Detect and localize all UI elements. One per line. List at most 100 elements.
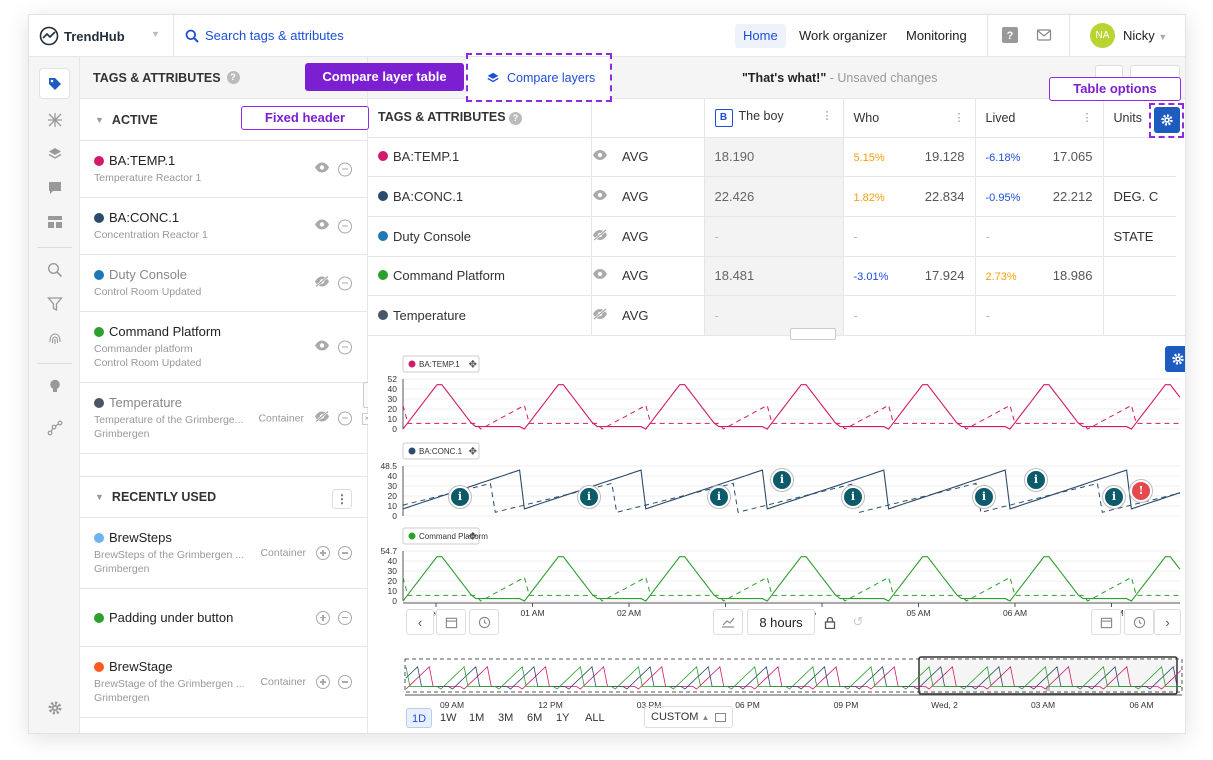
range-1y[interactable]: 1Y	[551, 708, 574, 728]
range-all[interactable]: ALL	[580, 708, 610, 728]
eye-off-icon[interactable]	[314, 411, 330, 426]
nav-work-organizer[interactable]: Work organizer	[791, 24, 895, 48]
row-aggregation[interactable]: AVG	[612, 216, 704, 256]
eye-off-icon[interactable]	[591, 296, 612, 336]
event-marker-icon[interactable]: i	[1103, 486, 1125, 508]
column-menu-icon[interactable]: ⋮	[1082, 111, 1093, 124]
rail-fingerprint[interactable]	[40, 323, 69, 352]
next-period-button[interactable]: ›	[1154, 609, 1181, 635]
remove-icon[interactable]	[338, 340, 352, 354]
custom-range-button[interactable]: CUSTOM ▲	[644, 706, 733, 728]
tag-item[interactable]: BrewSteps BrewSteps of the Grimbergen ...…	[80, 518, 367, 589]
event-marker-icon[interactable]: i	[771, 469, 793, 491]
eye-icon[interactable]	[314, 340, 330, 355]
tag-item[interactable]: Duty Console Control Room Updated	[80, 255, 367, 312]
eye-icon[interactable]	[591, 137, 612, 177]
more-options-button[interactable]: ⋮	[332, 489, 352, 509]
reset-icon[interactable]: ↺	[844, 609, 872, 635]
tag-item[interactable]: BA:CONC.1 Concentration Reactor 1	[80, 198, 367, 255]
help-icon[interactable]: ?	[509, 112, 522, 125]
prev-period-button[interactable]: ‹	[406, 609, 434, 635]
chart-options-button[interactable]	[1165, 346, 1186, 372]
eye-icon[interactable]	[591, 256, 612, 296]
rail-tags[interactable]	[40, 69, 69, 98]
lock-icon[interactable]	[816, 609, 844, 635]
duration-selector[interactable]: 8 hours	[747, 609, 815, 635]
remove-icon[interactable]	[338, 546, 352, 560]
row-aggregation[interactable]: AVG	[612, 137, 704, 177]
row-aggregation[interactable]: AVG	[612, 177, 704, 217]
remove-icon[interactable]	[338, 162, 352, 176]
remove-icon[interactable]	[338, 675, 352, 689]
rail-settings[interactable]	[40, 693, 69, 722]
alert-marker-icon[interactable]: !	[1130, 480, 1152, 502]
range-1m[interactable]: 1M	[464, 708, 489, 728]
remove-icon[interactable]	[338, 611, 352, 625]
row-aggregation[interactable]: AVG	[612, 256, 704, 296]
event-marker-icon[interactable]: i	[842, 486, 864, 508]
end-calendar-button[interactable]	[1091, 609, 1121, 635]
remove-icon[interactable]	[338, 276, 352, 290]
eye-icon[interactable]	[314, 219, 330, 234]
header-col-b[interactable]: B The boy ⋮	[704, 99, 843, 137]
logo[interactable]: TrendHub	[39, 26, 125, 46]
range-3m[interactable]: 3M	[493, 708, 518, 728]
eye-icon[interactable]	[591, 177, 612, 217]
table-row[interactable]: Command Platform AVG 18.481 -3.01% 17.924 2.7…	[368, 256, 1176, 296]
rail-filter[interactable]	[40, 289, 69, 318]
rail-connections[interactable]	[40, 105, 69, 134]
column-menu-icon[interactable]: ⋮	[954, 111, 965, 124]
table-row[interactable]: Temperature AVG - - -	[368, 296, 1176, 336]
event-marker-icon[interactable]: i	[973, 486, 995, 508]
table-options-button[interactable]	[1154, 107, 1180, 133]
range-1w[interactable]: 1W	[435, 708, 462, 728]
tag-item[interactable]: Padding under button	[80, 589, 367, 647]
end-clock-button[interactable]	[1124, 609, 1154, 635]
recent-section-header[interactable]: ▼ RECENTLY USED ⋮	[80, 476, 367, 518]
tag-item[interactable]: Temperature Temperature of the Grimberge.…	[80, 383, 367, 454]
eye-icon[interactable]	[314, 162, 330, 177]
header-col-lived[interactable]: Lived ⋮	[975, 99, 1103, 137]
range-6m[interactable]: 6M	[522, 708, 547, 728]
chevron-down-icon[interactable]: ▼	[151, 29, 160, 39]
table-row[interactable]: BA:TEMP.1 AVG 18.190 5.15% 19.128 -6.18% 17.06…	[368, 137, 1176, 177]
clock-button[interactable]	[469, 609, 499, 635]
remove-icon[interactable]	[338, 411, 352, 425]
add-icon[interactable]	[316, 546, 330, 560]
event-marker-icon[interactable]: i	[578, 486, 600, 508]
add-icon[interactable]	[316, 675, 330, 689]
table-row[interactable]: Duty Console AVG - - - STATE	[368, 216, 1176, 256]
tag-item[interactable]: BA:TEMP.1 Temperature Reactor 1	[80, 141, 367, 198]
table-row[interactable]: BA:CONC.1 AVG 22.426 1.82% 22.834 -0.95% 22.21…	[368, 177, 1176, 217]
tag-item[interactable]: BrewStage BrewStage of the Grimbergen ...…	[80, 647, 367, 718]
nav-home[interactable]: Home	[735, 24, 786, 48]
user-menu[interactable]: Nicky ▼	[1123, 28, 1167, 43]
eye-off-icon[interactable]	[591, 216, 612, 256]
avatar[interactable]: NA	[1090, 23, 1115, 48]
range-1d[interactable]: 1D	[406, 708, 432, 728]
rail-insights[interactable]	[40, 371, 69, 400]
rail-layers[interactable]	[40, 139, 69, 168]
event-marker-icon[interactable]: i	[708, 486, 730, 508]
rail-analytics[interactable]	[40, 413, 69, 442]
nav-monitoring[interactable]: Monitoring	[898, 24, 975, 48]
search-button[interactable]: Search tags & attributes	[185, 28, 344, 43]
chart-type-button[interactable]	[713, 609, 743, 635]
rail-comments[interactable]	[40, 173, 69, 202]
column-menu-icon[interactable]: ⋮	[822, 109, 833, 122]
eye-off-icon[interactable]	[314, 276, 330, 291]
row-aggregation[interactable]: AVG	[612, 296, 704, 336]
add-icon[interactable]	[316, 611, 330, 625]
rail-search[interactable]	[40, 255, 69, 284]
help-icon[interactable]: ?	[1002, 27, 1018, 43]
mail-icon[interactable]	[1036, 27, 1052, 43]
header-col-who[interactable]: Who ⋮	[843, 99, 975, 137]
remove-icon[interactable]	[338, 219, 352, 233]
event-marker-icon[interactable]: i	[1025, 469, 1047, 491]
rail-dashboard[interactable]	[40, 207, 69, 236]
tag-item[interactable]: Command Platform Commander platform Contro…	[80, 312, 367, 383]
calendar-button[interactable]	[436, 609, 466, 635]
help-icon[interactable]: ?	[227, 71, 240, 84]
event-marker-icon[interactable]: i	[449, 486, 471, 508]
